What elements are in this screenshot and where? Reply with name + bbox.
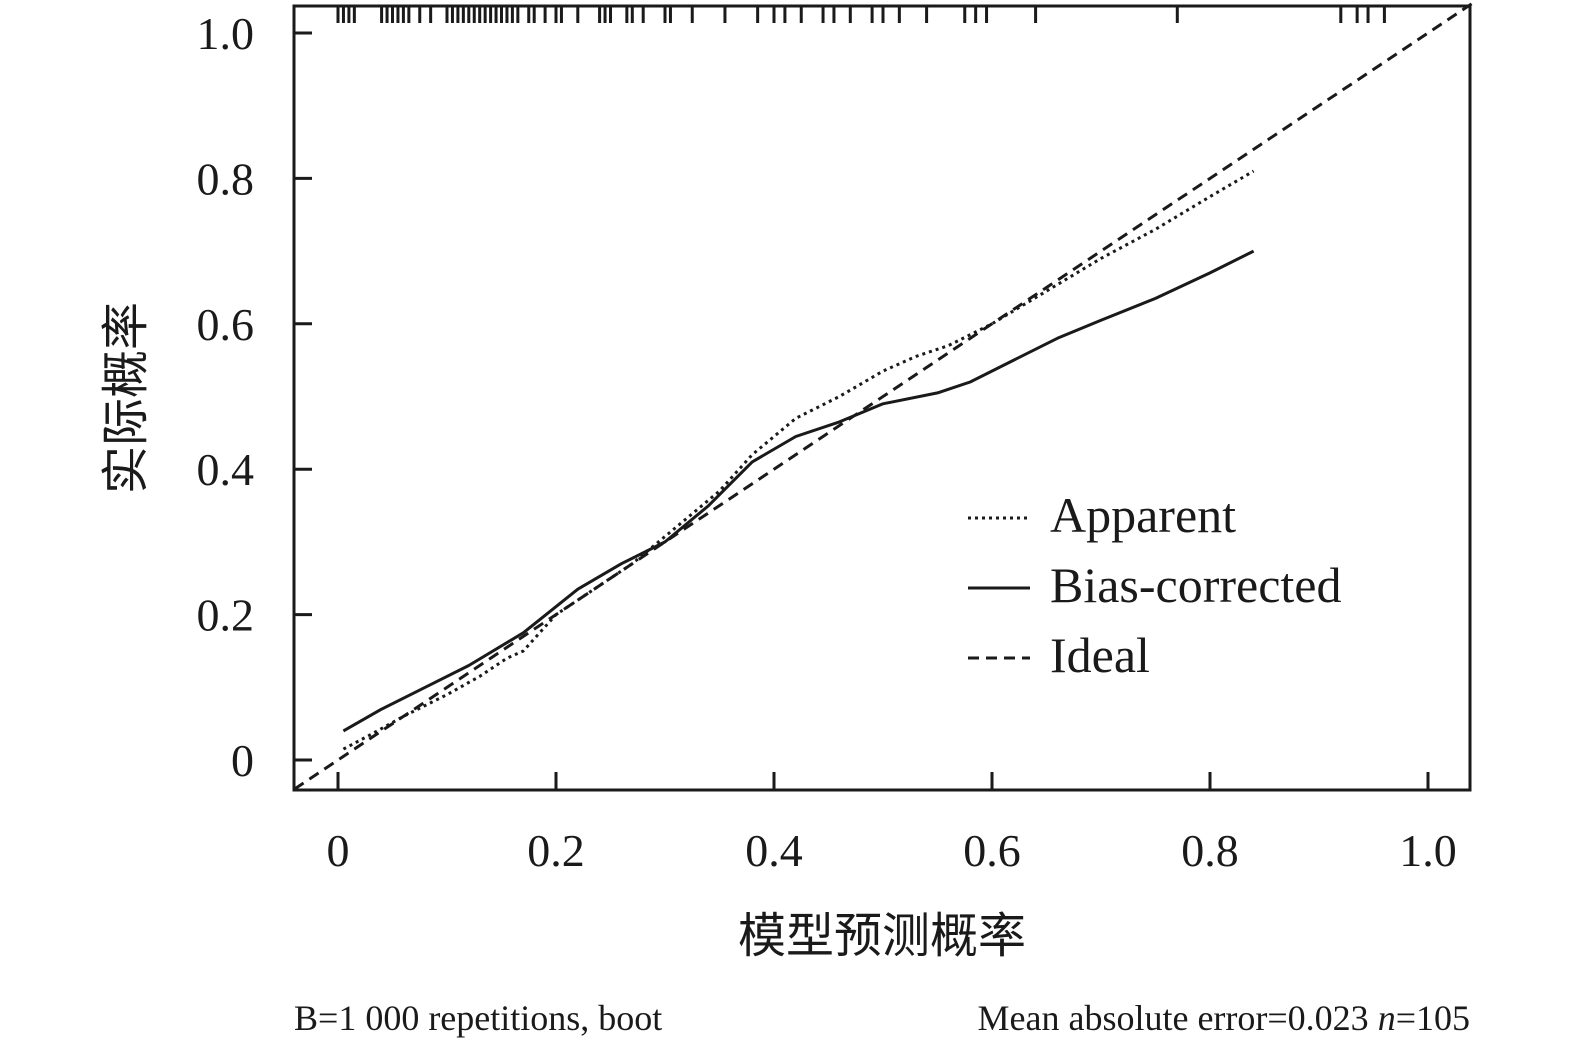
x-tick-label: 0.4	[745, 825, 803, 876]
y-tick-label: 0.6	[197, 299, 255, 350]
series-line-apparent	[342, 169, 1255, 751]
y-tick-label: 1.0	[197, 8, 255, 59]
x-tick-label: 0.6	[963, 825, 1021, 876]
x-tick-label: 0	[327, 825, 350, 876]
y-tick-label: 0.4	[197, 444, 255, 495]
y-axis-title: 实际概率	[100, 302, 153, 494]
rug-ticks	[336, 6, 1386, 23]
y-tick-label: 0.2	[197, 590, 255, 641]
legend: Apparent Bias-corrected Ideal	[968, 487, 1342, 683]
footer-left-text: B=1 000 repetitions, boot	[294, 998, 662, 1038]
x-tick-label: 0.2	[527, 825, 585, 876]
series-lines	[293, 2, 1473, 791]
x-axis-title: 模型预测概率	[738, 910, 1026, 963]
y-tick-label: 0	[231, 735, 254, 786]
footer-right-prefix: Mean absolute error=0.023	[978, 998, 1378, 1038]
x-axis: 0 0.2 0.4 0.6 0.8 1.0	[327, 772, 1457, 876]
footer-right-suffix: =105	[1396, 998, 1470, 1038]
footer-right-n: n	[1378, 998, 1396, 1038]
y-tick-label: 0.8	[197, 153, 255, 204]
y-axis: 0 0.2 0.4 0.6 0.8 1.0	[197, 8, 312, 786]
x-tick-label: 0.8	[1181, 825, 1239, 876]
x-tick-label: 1.0	[1399, 825, 1457, 876]
legend-label-bias-corrected: Bias-corrected	[1050, 557, 1342, 613]
legend-label-apparent: Apparent	[1050, 487, 1236, 543]
footer-right-text: Mean absolute error=0.023 n=105	[978, 998, 1471, 1038]
series-line-bias-corrected	[342, 249, 1255, 733]
legend-label-ideal: Ideal	[1050, 627, 1150, 683]
series-line-ideal	[293, 2, 1473, 791]
